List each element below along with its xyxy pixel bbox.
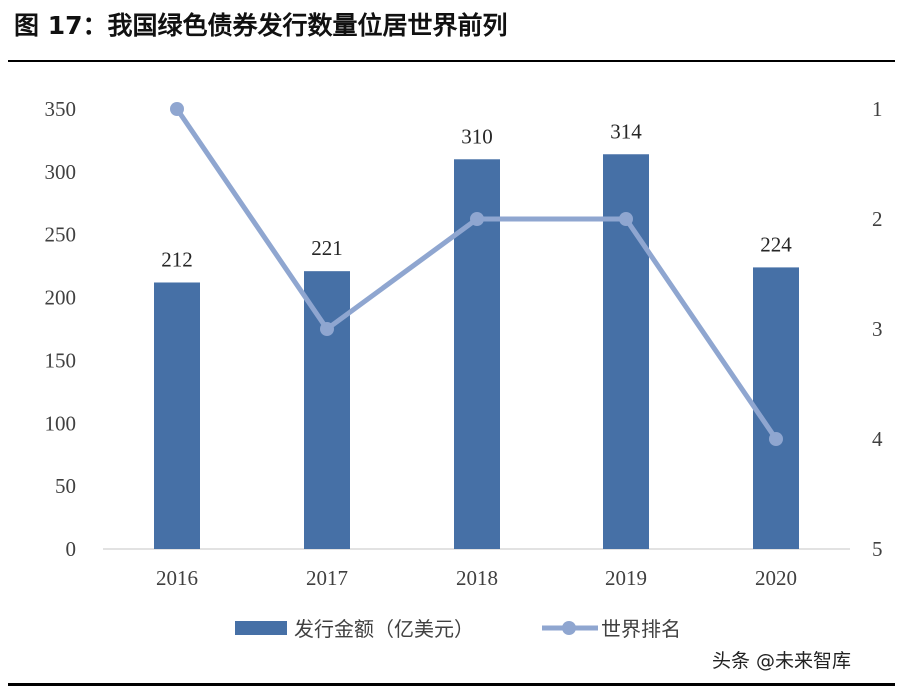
bottom-divider bbox=[8, 683, 895, 686]
left-tick-label: 50 bbox=[55, 474, 76, 498]
top-divider bbox=[8, 60, 895, 62]
right-tick-label: 2 bbox=[872, 207, 883, 231]
left-tick-label: 300 bbox=[45, 160, 77, 184]
bar-2017 bbox=[304, 271, 350, 549]
legend-label-rank: 世界排名 bbox=[601, 617, 681, 641]
rank-marker-2016 bbox=[170, 102, 184, 116]
bar-2020 bbox=[753, 267, 799, 549]
bar-data-label: 212 bbox=[161, 247, 193, 271]
x-tick-label: 2020 bbox=[755, 566, 797, 590]
rank-marker-2017 bbox=[320, 322, 334, 336]
rank-marker-2020 bbox=[769, 432, 783, 446]
x-tick-label: 2018 bbox=[456, 566, 498, 590]
x-tick-label: 2019 bbox=[605, 566, 647, 590]
left-tick-label: 150 bbox=[45, 348, 77, 372]
watermark: 头条 @未来智库 bbox=[712, 650, 851, 672]
legend-label-amount: 发行金额（亿美元） bbox=[294, 617, 474, 641]
line-series bbox=[170, 102, 783, 446]
right-tick-label: 5 bbox=[872, 537, 883, 561]
figure-title: 图 17：我国绿色债券发行数量位居世界前列 bbox=[14, 11, 508, 40]
left-tick-label: 0 bbox=[66, 537, 77, 561]
bar-data-label: 310 bbox=[461, 124, 493, 148]
bar-data-label: 224 bbox=[760, 232, 792, 256]
bar-data-label: 221 bbox=[311, 236, 343, 260]
right-tick-label: 1 bbox=[872, 97, 883, 121]
x-tick-label: 2016 bbox=[156, 566, 198, 590]
left-tick-label: 250 bbox=[45, 223, 77, 247]
legend-line-marker bbox=[562, 621, 576, 635]
rank-marker-2019 bbox=[619, 212, 633, 226]
left-tick-label: 350 bbox=[45, 97, 77, 121]
right-y-axis: 1 2 3 4 5 bbox=[872, 97, 883, 561]
legend-bar-swatch bbox=[235, 621, 287, 635]
right-tick-label: 3 bbox=[872, 317, 883, 341]
legend: 发行金额（亿美元） 世界排名 bbox=[235, 617, 681, 641]
left-y-axis: 0 50 100 150 200 250 300 350 bbox=[45, 97, 77, 561]
right-tick-label: 4 bbox=[872, 427, 883, 451]
bar-data-label: 314 bbox=[610, 119, 642, 143]
bar-2016 bbox=[154, 282, 200, 549]
left-tick-label: 200 bbox=[45, 286, 77, 310]
left-tick-label: 100 bbox=[45, 411, 77, 435]
rank-marker-2018 bbox=[470, 212, 484, 226]
x-axis: 2016 2017 2018 2019 2020 bbox=[156, 566, 797, 590]
x-tick-label: 2017 bbox=[306, 566, 348, 590]
